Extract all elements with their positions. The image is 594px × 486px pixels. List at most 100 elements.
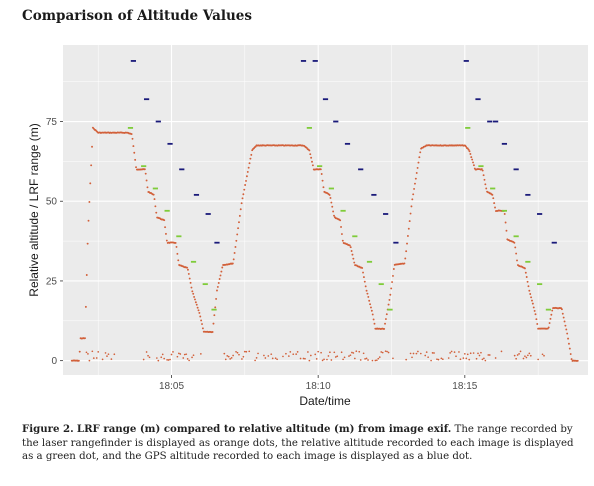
lrf-ground-point — [307, 351, 309, 353]
lrf-point — [351, 253, 354, 256]
lrf-point — [132, 145, 135, 148]
lrf-point — [384, 322, 386, 325]
lrf-point — [564, 324, 567, 327]
relative-point — [525, 260, 531, 263]
lrf-ground-point — [524, 355, 526, 358]
lrf-point — [467, 148, 470, 151]
lrf-point — [483, 178, 486, 181]
lrf-point — [153, 198, 156, 201]
lrf-point — [311, 160, 313, 163]
lrf-point — [388, 298, 391, 301]
lrf-ground-point — [271, 357, 274, 360]
lrf-point — [144, 172, 147, 175]
lrf-point — [232, 258, 235, 261]
lrf-point — [472, 164, 475, 167]
lrf-point — [196, 306, 199, 309]
lrf-ground-point — [85, 351, 88, 354]
lrf-ground-point — [358, 350, 361, 353]
lrf-point — [387, 303, 390, 306]
lrf-point — [238, 221, 240, 224]
lrf-point — [163, 219, 166, 222]
lrf-ground-point — [287, 355, 290, 357]
gps-point — [300, 60, 307, 62]
lrf-ground-point — [525, 356, 528, 359]
lrf-point — [341, 239, 344, 242]
gps-point — [333, 120, 339, 123]
lrf-point — [186, 266, 189, 269]
lrf-point — [548, 322, 551, 324]
lrf-point — [215, 297, 218, 300]
lrf-point — [468, 150, 471, 153]
gps-point — [551, 241, 557, 244]
lrf-ground-point — [487, 354, 490, 356]
lrf-ground-point — [145, 351, 148, 353]
lrf-ground-point — [478, 354, 481, 357]
lrf-point — [533, 309, 536, 312]
lrf-ground-point — [276, 358, 278, 361]
lrf-ground-point — [255, 357, 258, 359]
lrf-ground-point — [377, 357, 380, 360]
lrf-ground-point — [415, 352, 418, 355]
gps-point — [371, 193, 377, 196]
lrf-point — [491, 193, 494, 196]
caption-text: The range recorded by the laser rangefin… — [22, 424, 574, 463]
lrf-point — [562, 316, 565, 319]
lrf-ground-point — [449, 352, 451, 354]
lrf-ground-point — [172, 351, 174, 353]
lrf-ground-point — [296, 351, 299, 353]
lrf-point — [89, 182, 92, 185]
lrf-ground-point — [381, 351, 384, 354]
lrf-point — [419, 151, 422, 154]
x-tick-label: 18:15 — [452, 381, 477, 392]
relative-point — [478, 165, 484, 168]
lrf-ground-point — [375, 359, 378, 362]
plot-panel — [63, 45, 588, 375]
lrf-point — [405, 250, 408, 253]
axes: 0 25 50 75 18:05 18:10 18:15 — [46, 117, 478, 392]
lrf-ground-point — [447, 357, 450, 359]
relative-point — [340, 209, 346, 212]
lrf-ground-point — [450, 350, 453, 353]
lrf-ground-point — [469, 352, 472, 355]
lrf-point — [237, 227, 240, 230]
lrf-ground-point — [334, 356, 337, 358]
lrf-point — [365, 289, 368, 292]
relative-point — [387, 308, 393, 311]
page-title: Comparison of Altitude Values — [22, 8, 252, 24]
lrf-point — [201, 327, 204, 330]
lrf-point — [480, 168, 483, 171]
lrf-point — [77, 359, 80, 362]
lrf-ground-point — [417, 350, 419, 353]
x-tick-label: 18:05 — [159, 381, 184, 392]
lrf-point — [245, 179, 247, 182]
lrf-point — [363, 280, 366, 283]
gps-point — [344, 142, 351, 145]
lrf-point — [329, 197, 332, 199]
lrf-ground-point — [185, 353, 188, 356]
lrf-ground-point — [92, 357, 95, 359]
lrf-ground-point — [91, 350, 94, 353]
lrf-ground-point — [148, 356, 151, 359]
relative-point — [513, 235, 519, 238]
lrf-ground-point — [494, 357, 497, 359]
lrf-point — [145, 179, 148, 182]
lrf-point — [417, 161, 420, 164]
lrf-point — [528, 289, 531, 292]
lrf-ground-point — [320, 351, 322, 354]
gps-point — [487, 120, 493, 123]
lrf-point — [131, 137, 134, 140]
lrf-point — [389, 293, 392, 296]
lrf-ground-point — [254, 359, 256, 362]
lrf-point — [472, 161, 474, 164]
lrf-point — [404, 257, 407, 260]
lrf-point — [416, 166, 419, 169]
lrf-point — [245, 175, 248, 178]
lrf-ground-point — [178, 352, 180, 355]
lrf-point — [192, 292, 195, 295]
lrf-point — [235, 239, 238, 242]
lrf-point — [212, 322, 215, 325]
relative-point — [211, 308, 217, 311]
lrf-ground-point — [541, 353, 544, 356]
lrf-point — [250, 153, 253, 156]
lrf-point — [248, 162, 251, 165]
